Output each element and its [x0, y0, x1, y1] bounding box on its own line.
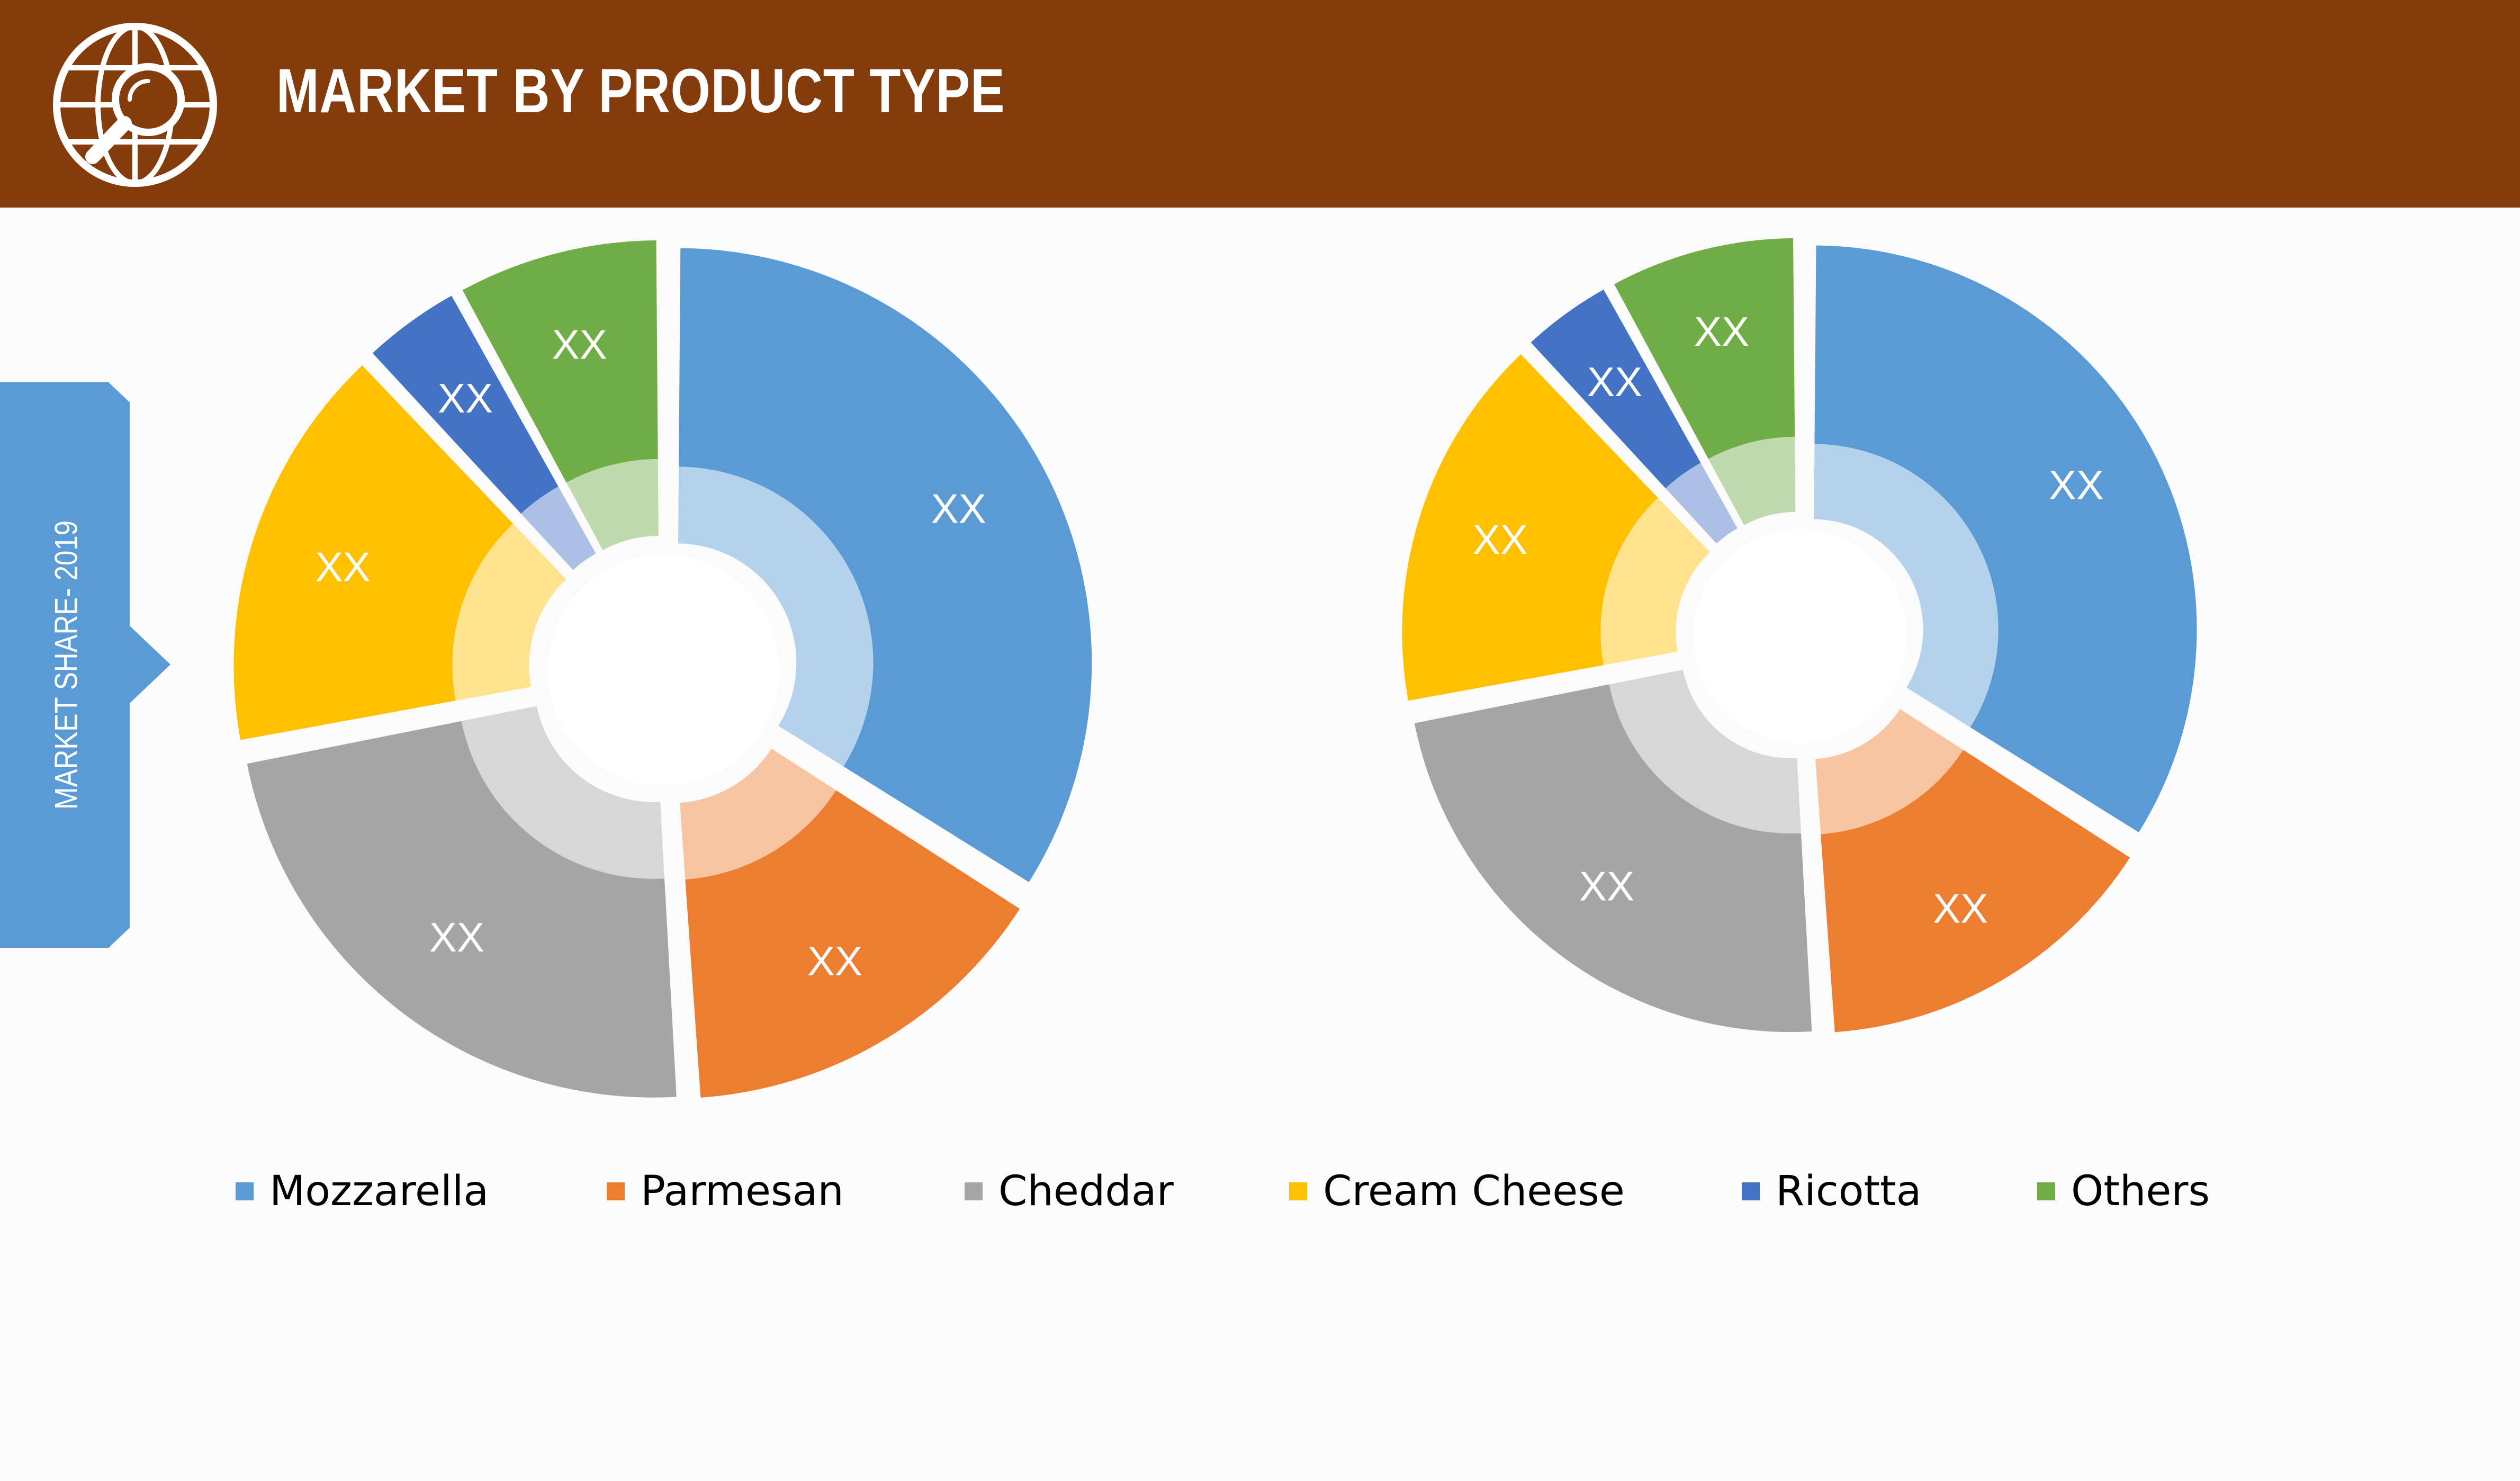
data-label-cheddar: XX [1579, 863, 1634, 910]
header-bar [0, 0, 2520, 208]
data-label-ricotta: XX [1587, 358, 1642, 405]
data-label-others: XX [1694, 308, 1749, 355]
page-title: MARKET BY PRODUCT TYPE [276, 56, 1005, 126]
slice-inner-ring-others [1708, 436, 1796, 525]
data-label-cream-cheese: XX [316, 543, 371, 590]
data-label-cream-cheese: XX [1473, 516, 1528, 563]
slice-inner-ring-cream-cheese [1600, 498, 1710, 666]
data-label-mozzarella: XX [2049, 462, 2104, 508]
legend-swatch-ricotta [1742, 1182, 1760, 1200]
legend-swatch-parmesan [607, 1182, 625, 1200]
slice-inner-ring-parmesan [1815, 709, 1964, 834]
slice-inner-ring-cheddar [1609, 669, 1801, 834]
data-label-parmesan: XX [1933, 885, 1988, 932]
legend-swatch-cheddar [965, 1182, 983, 1200]
legend-item-ricotta: Ricotta [1742, 1168, 1921, 1215]
legend-swatch-cream-cheese [1289, 1182, 1307, 1200]
legend-label-mozzarella: Mozzarella [269, 1168, 489, 1215]
legend-label-cheddar: Cheddar [998, 1168, 1174, 1215]
data-label-ricotta: XX [438, 375, 493, 421]
slice-inner-ring-cheddar [461, 706, 665, 879]
globe-search-icon [53, 23, 217, 187]
slice-cream-cheese [233, 365, 514, 740]
data-label-others: XX [552, 321, 607, 367]
slice-inner-ring-mozzarella [678, 466, 874, 767]
legend-item-cheddar: Cheddar [965, 1168, 1174, 1215]
legend-label-cream-cheese: Cream Cheese [1323, 1168, 1625, 1215]
legend-label-others: Others [2071, 1168, 2210, 1215]
donut-hole [547, 554, 779, 786]
legend-label-parmesan: Parmesan [641, 1168, 844, 1215]
slice-parmesan [1821, 750, 2130, 1033]
legend-swatch-others [2037, 1182, 2055, 1200]
slice-ricotta [1531, 289, 1701, 489]
slice-others [462, 240, 658, 483]
slice-inner-ring-mozzarella [1814, 444, 1999, 728]
legend-item-cream-cheese: Cream Cheese [1289, 1168, 1625, 1215]
donut-chart-2: XX XX XX XX XX XX [1402, 238, 2197, 1033]
slice-inner-ring-ricotta [1666, 463, 1738, 544]
slice-inner-ring-parmesan [680, 748, 836, 879]
slice-inner-ring-cream-cheese [452, 523, 566, 701]
legend-item-mozzarella: Mozzarella [236, 1168, 489, 1215]
donut-chart-1: XX XX XX XX XX XX [233, 240, 1092, 1098]
side-tab [0, 382, 170, 948]
slice-cheddar [247, 721, 677, 1098]
slice-parmesan [685, 790, 1020, 1098]
slice-inner-ring-ricotta [521, 486, 596, 570]
legend-swatch-mozzarella [236, 1182, 254, 1200]
slice-mozzarella [679, 248, 1092, 883]
legend-item-parmesan: Parmesan [607, 1168, 844, 1215]
slice-others [1614, 238, 1795, 459]
slice-mozzarella [1814, 245, 2197, 832]
data-label-mozzarella: XX [931, 485, 986, 532]
legend-label-ricotta: Ricotta [1776, 1168, 1922, 1215]
data-label-parmesan: XX [807, 938, 862, 984]
slice-cream-cheese [1402, 354, 1658, 701]
slice-ricotta [372, 295, 559, 514]
slice-inner-ring-others [566, 459, 659, 550]
legend-item-others: Others [2037, 1168, 2210, 1215]
slice-cheddar [1414, 684, 1812, 1033]
data-label-cheddar: XX [429, 914, 484, 961]
donut-hole [1693, 529, 1907, 743]
